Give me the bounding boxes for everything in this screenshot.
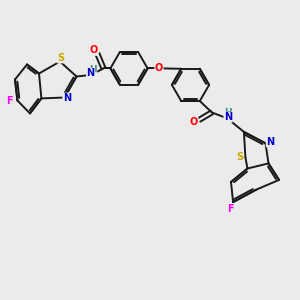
Text: S: S (57, 53, 64, 63)
Text: N: N (266, 137, 275, 147)
Text: N: N (86, 68, 95, 79)
Text: F: F (227, 204, 234, 214)
Text: O: O (90, 45, 98, 56)
Text: N: N (224, 112, 232, 122)
Text: N: N (63, 93, 71, 103)
Text: S: S (236, 152, 244, 162)
Text: H: H (89, 64, 97, 74)
Text: O: O (155, 63, 163, 74)
Text: H: H (224, 108, 232, 117)
Text: O: O (190, 117, 198, 127)
Text: F: F (7, 95, 13, 106)
